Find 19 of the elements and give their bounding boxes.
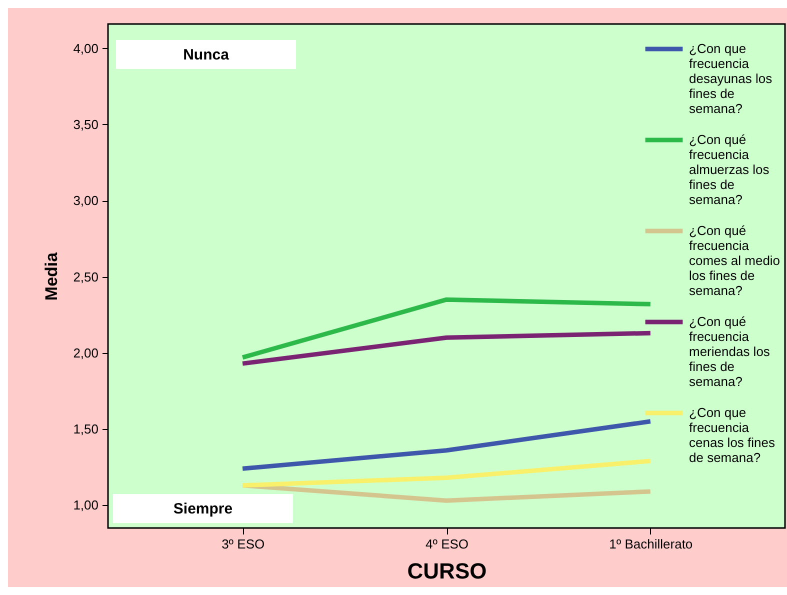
annotation: Siempre [173,500,233,518]
legend-label: ¿Con qué frecuencia comes al medio los fines de semana? [689,223,780,298]
y-tick-label: 1,00 [73,498,98,513]
y-tick-label: 1,50 [73,422,98,437]
y-axis-title: Media [42,252,62,301]
legend-label: ¿Con que frecuencia cenas los fines de semana? [689,405,776,465]
x-tick-label: 1º Bachillerato [609,536,693,552]
y-tick-label: 4,00 [73,40,98,56]
legend-label: ¿Con qué frecuencia meriendas los fines de semana? [689,314,770,389]
legend-label: ¿Con que frecuencia desayunas los fines de semana? [689,41,773,116]
y-tick-label: 2,00 [73,345,98,360]
x-tick-label: 4º ESO [425,536,469,552]
y-tick-label: 3,00 [73,193,98,208]
x-axis-title: CURSO [407,558,487,584]
legend-label: ¿Con qué frecuencia almuerzas los fines de semana? [689,132,770,207]
y-tick-label: 2,50 [73,269,98,284]
x-tick-label: 3º ESO [222,536,265,552]
y-tick-label: 3,50 [73,116,98,132]
annotation: Nunca [183,46,230,64]
